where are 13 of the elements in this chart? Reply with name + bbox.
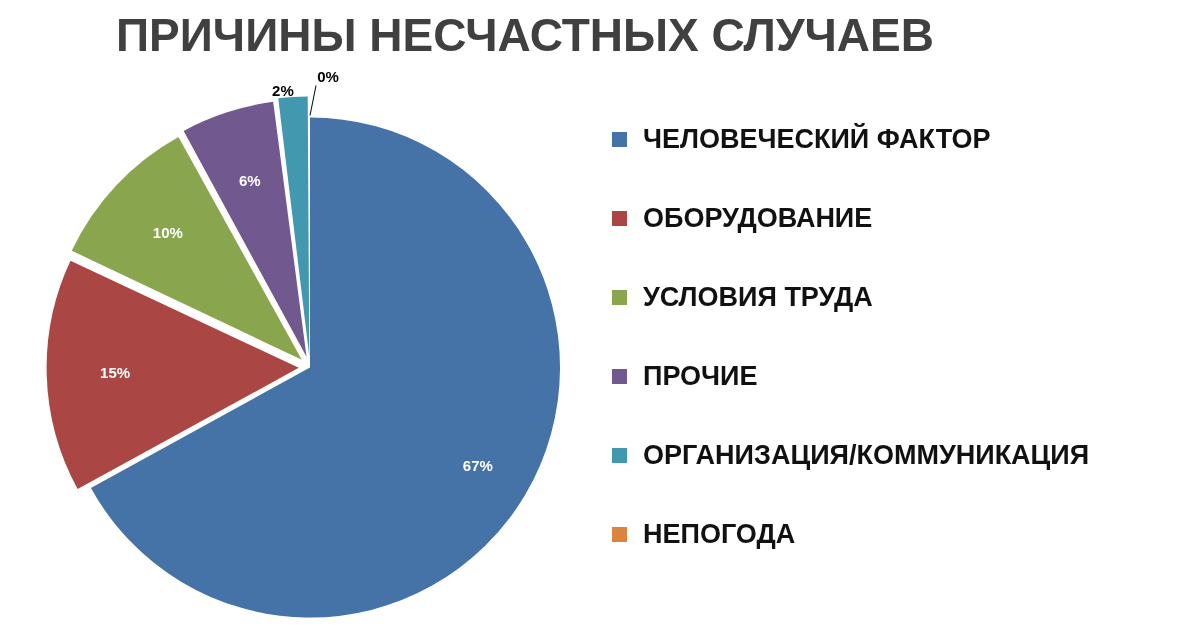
data-label: 10% [152,224,183,242]
legend-label: УСЛОВИЯ ТРУДА [643,282,873,313]
legend-label: НЕПОГОДА [643,519,796,550]
legend-label: ОБОРУДОВАНИЕ [643,203,873,234]
legend-label: ОРГАНИЗАЦИЯ/КОММУНИКАЦИЯ [643,440,1090,471]
chart-title: ПРИЧИНЫ НЕСЧАСТНЫХ СЛУЧАЕВ [115,8,935,62]
data-label: 2% [272,82,294,100]
text: 0% [317,67,339,85]
legend-label: ПРОЧИЕ [643,361,758,392]
data-label: 15% [100,363,131,381]
data-label: 67% [462,456,493,474]
legend-label: ЧЕЛОВЕЧЕСКИЙ ФАКТОР [643,124,991,155]
data-label: 6% [238,172,261,190]
